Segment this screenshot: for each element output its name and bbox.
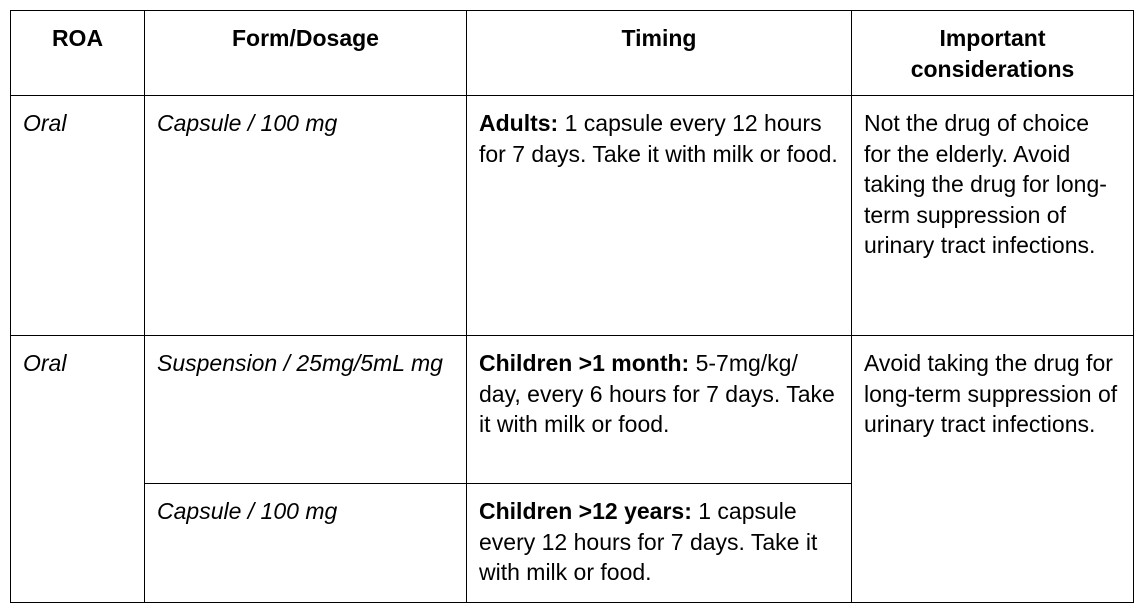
header-roa: ROA bbox=[10, 10, 145, 96]
dosage-table: ROA Form/Dosage Timing Important conside… bbox=[10, 10, 1134, 603]
cell-timing: Children >1 month: 5-7mg/kg/ day, every … bbox=[466, 335, 852, 484]
timing-instructions: 1 capsule every 12 hours for 7 days. Tak… bbox=[479, 110, 838, 167]
cell-form-dosage: Suspension / 25mg/5mL mg bbox=[144, 335, 467, 484]
cell-roa: Oral bbox=[10, 335, 145, 603]
table-row: Oral Capsule / 100 mg Adults: 1 capsule … bbox=[10, 95, 1134, 336]
timing-instructions: 1 capsule every 12 hours for 7 days. Tak… bbox=[479, 498, 818, 585]
cell-roa: Oral bbox=[10, 95, 145, 336]
timing-population-label: Children >12 years: bbox=[479, 498, 692, 524]
cell-timing: Adults: 1 capsule every 12 hours for 7 d… bbox=[466, 95, 852, 336]
cell-considerations: Avoid taking the drug for long-term supp… bbox=[851, 335, 1134, 603]
header-timing: Timing bbox=[466, 10, 852, 96]
cell-form-dosage: Capsule / 100 mg bbox=[144, 483, 467, 603]
table-row: Capsule / 100 mg Children >12 years: 1 c… bbox=[11, 483, 1134, 603]
table-row: Oral Suspension / 25mg/5mL mg Children >… bbox=[10, 335, 1134, 603]
cell-timing: Children >12 years: 1 capsule every 12 h… bbox=[466, 483, 852, 603]
header-form-dosage: Form/Dosage bbox=[144, 10, 467, 96]
timing-population-label: Children >1 month: bbox=[479, 350, 690, 376]
timing-population-label: Adults: bbox=[479, 110, 559, 136]
cell-considerations: Not the drug of choice for the elderly. … bbox=[851, 95, 1134, 336]
table-header-row: ROA Form/Dosage Timing Important conside… bbox=[10, 10, 1134, 96]
cell-form-dosage: Capsule / 100 mg bbox=[144, 95, 467, 336]
timing-instructions: 5-7mg/kg/ day, every 6 hours for 7 days.… bbox=[479, 350, 835, 437]
header-important-considerations: Important considerations bbox=[851, 10, 1134, 96]
